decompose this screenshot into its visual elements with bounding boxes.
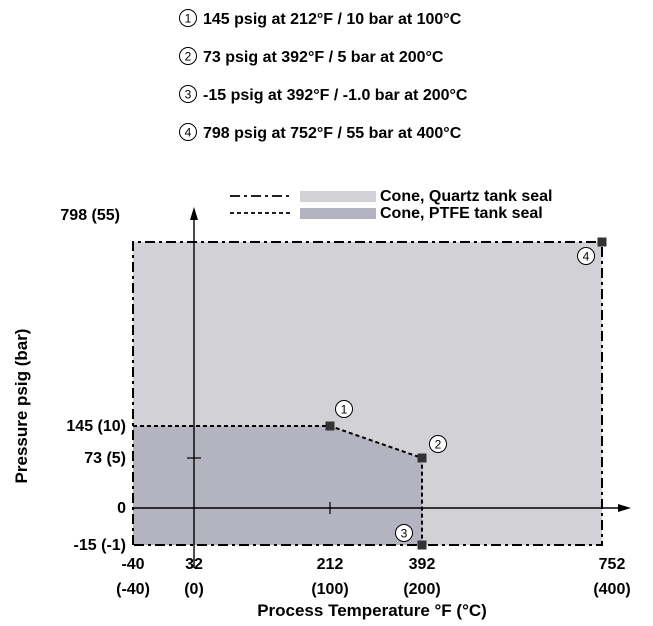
- point-marker-4: [597, 237, 607, 247]
- note-number-circle: [179, 47, 197, 65]
- legend-label: Cone, Quartz tank seal: [380, 188, 553, 205]
- marker-callout-circle: [577, 247, 595, 265]
- point-marker-2: [417, 453, 427, 463]
- note-number: 1: [185, 12, 192, 26]
- x-tick-label-secondary: (0): [184, 581, 204, 598]
- y-axis-arrow: [190, 207, 198, 220]
- marker-callout-label: 4: [583, 250, 590, 264]
- marker-callout-label: 1: [341, 403, 348, 417]
- note-number-circle: [179, 9, 197, 27]
- note-number: 2: [185, 50, 192, 64]
- note-text: 145 psig at 212°F / 10 bar at 100°C: [203, 11, 462, 28]
- note-text: 73 psig at 392°F / 5 bar at 200°C: [203, 49, 444, 66]
- x-tick-label-secondary: (100): [311, 581, 348, 598]
- y-tick-label: 798 (55): [60, 207, 120, 224]
- legend-label: Cone, PTFE tank seal: [380, 205, 543, 222]
- x-tick-label-secondary: (400): [593, 581, 630, 598]
- legend-swatch: [300, 208, 376, 219]
- y-tick-label: 145 (10): [66, 418, 126, 435]
- y-tick-label: 73 (5): [84, 450, 126, 467]
- marker-callout-label: 2: [435, 438, 442, 452]
- x-tick-label-secondary: (200): [403, 581, 440, 598]
- note-number-circle: [179, 85, 197, 103]
- legend-swatch: [300, 191, 376, 202]
- rating-notes: 1 145 psig at 212°F / 10 bar at 100°C 2 73 …: [179, 9, 468, 142]
- note-number: 4: [185, 126, 192, 140]
- marker-callout-circle: [335, 400, 353, 418]
- x-tick-label: -40: [121, 556, 144, 573]
- x-tick-label: 752: [599, 556, 626, 573]
- plot-area: 1 2 3 4 798 (55) 145 (10) 73 (5) 0 -15 (-1) -40 (-…: [60, 207, 631, 598]
- x-tick-label: 212: [317, 556, 344, 573]
- note-text: 798 psig at 752°F / 55 bar at 400°C: [203, 125, 462, 142]
- note-number: 3: [185, 88, 192, 102]
- point-marker-3: [417, 540, 427, 550]
- x-axis-arrow: [618, 504, 631, 512]
- note-number-circle: [179, 123, 197, 141]
- x-axis-title: Process Temperature °F (°C): [257, 601, 487, 620]
- y-tick-label: -15 (-1): [74, 537, 126, 554]
- ptfe-seal-boundary: [133, 425, 423, 545]
- note-text: -15 psig at 392°F / -1.0 bar at 200°C: [203, 87, 468, 104]
- x-tick-label: 392: [409, 556, 436, 573]
- x-tick-label: 32: [185, 556, 203, 573]
- ptfe-seal-area: [133, 426, 422, 545]
- y-tick-label: 0: [117, 500, 126, 517]
- y-axis-title: Pressure psig (bar): [12, 329, 31, 484]
- marker-callout-label: 3: [401, 527, 408, 541]
- marker-callout-circle: [429, 435, 447, 453]
- point-marker-1: [325, 421, 335, 431]
- x-tick-label-secondary: (-40): [116, 581, 150, 598]
- marker-callout-circle: [395, 524, 413, 542]
